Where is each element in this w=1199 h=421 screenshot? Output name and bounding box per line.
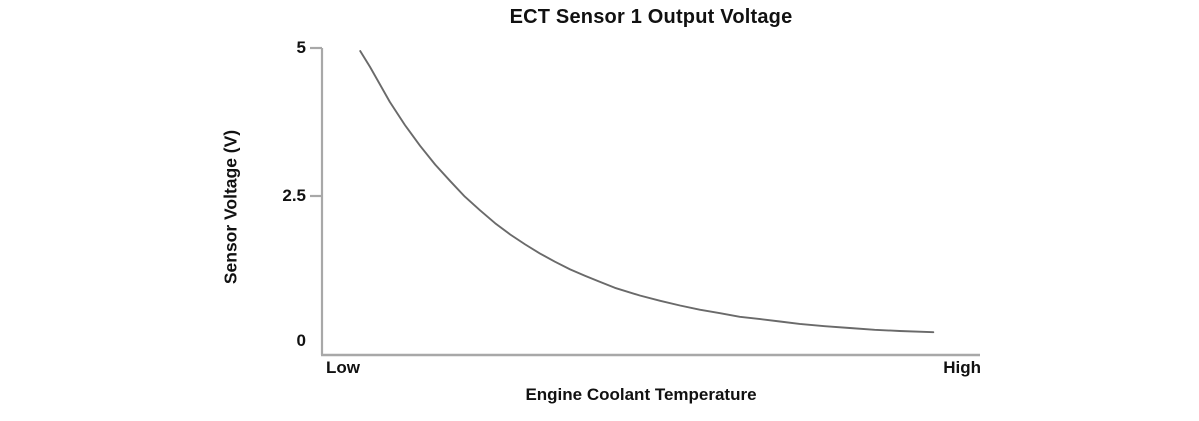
- y-tick-label-0: 0: [296, 331, 306, 350]
- y-axis-label: Sensor Voltage (V): [220, 129, 241, 285]
- chart-title: ECT Sensor 1 Output Voltage: [509, 6, 793, 28]
- x-axis-label: Engine Coolant Temperature: [525, 385, 757, 404]
- voltage-curve: [359, 50, 935, 334]
- x-tick-label-low: Low: [326, 358, 360, 377]
- y-tick-label-2-5: 2.5: [282, 186, 306, 205]
- y-tick-label-5: 5: [296, 38, 306, 57]
- x-tick-label-high: High: [943, 358, 981, 377]
